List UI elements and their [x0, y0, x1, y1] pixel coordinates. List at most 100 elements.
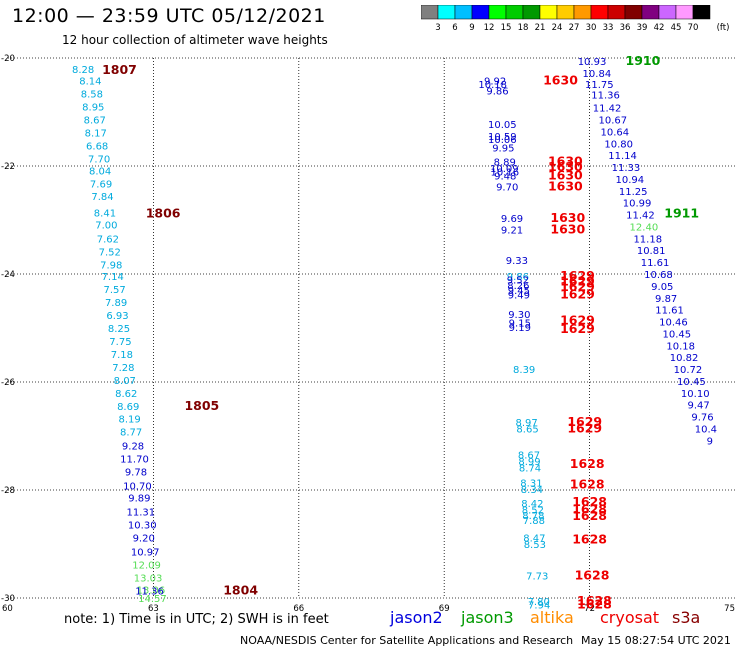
color-unit-label: (ft) — [717, 23, 730, 33]
wave-height-label: 10.45 — [663, 329, 692, 340]
wave-height-label: 8.17 — [85, 129, 107, 140]
wave-height-label: 11.14 — [608, 151, 637, 162]
x-tick-label: 69 — [439, 604, 450, 614]
wave-height-label: 12.40 — [630, 222, 659, 233]
wave-height-label: 8.04 — [89, 166, 111, 177]
wave-height-label: 9.45 — [508, 286, 530, 297]
y-tick-label: -24 — [1, 270, 15, 280]
x-tick-label: 60 — [2, 604, 13, 614]
generated-timestamp: May 15 08:27:54 UTC 2021 — [581, 634, 731, 647]
wave-height-label: 8.39 — [513, 365, 535, 376]
wave-height-label: 7.80 — [528, 597, 550, 608]
wave-height-label: 9.21 — [501, 226, 523, 237]
wave-height-label: 7.84 — [91, 192, 113, 203]
wave-height-label: 8.69 — [117, 402, 139, 413]
y-tick-label: -30 — [1, 594, 15, 604]
pass-time-label: 1628 — [570, 456, 605, 471]
wave-height-label: 9.87 — [655, 294, 677, 305]
pass-time-label: 1804 — [223, 582, 258, 597]
pass-time-label: 1628 — [572, 501, 607, 516]
wave-height-label: 9.78 — [125, 468, 147, 479]
pass-time-label: 1628 — [577, 593, 612, 608]
color-swatch — [692, 5, 711, 20]
chart-subtitle: 12 hour collection of altimeter wave hei… — [62, 33, 328, 47]
wave-height-label: 8.53 — [524, 540, 546, 551]
wave-height-label: 9.95 — [492, 144, 514, 155]
wave-height-label: 7.52 — [99, 247, 121, 258]
color-tick-label: 9 — [469, 23, 474, 33]
wave-height-label: 11.36 — [591, 91, 620, 102]
wave-height-label: 8.42 — [521, 499, 543, 510]
wave-height-label: 11.42 — [626, 211, 655, 222]
wave-height-label: 7.98 — [100, 260, 122, 271]
wave-height-label: 10.45 — [677, 377, 706, 388]
wave-height-label: 7.14 — [102, 272, 124, 283]
wave-height-label: 9.05 — [651, 282, 673, 293]
wave-height-label: 10.93 — [578, 57, 607, 68]
wave-height-label: 10.06 — [488, 135, 517, 146]
wave-height-label: 8.28 — [72, 65, 94, 76]
wave-height-label: 10.84 — [583, 69, 612, 80]
pass-time-label: 1628 — [572, 494, 607, 509]
legend-cryosat: cryosat — [600, 608, 660, 627]
pass-time-label: 1629 — [560, 268, 595, 283]
wave-height-label: 10.70 — [123, 482, 152, 493]
wave-height-label: 9.89 — [128, 494, 150, 505]
wave-height-label: 9.49 — [508, 291, 530, 302]
color-tick-label: 18 — [518, 23, 529, 33]
wave-height-label: 8.41 — [94, 208, 116, 219]
wave-height-label: 9.69 — [501, 214, 523, 225]
wave-height-label: 9.20 — [133, 534, 155, 545]
wave-height-label: 10.97 — [131, 548, 160, 559]
pass-time-label: 1630 — [548, 179, 583, 194]
color-tick-label: 33 — [603, 23, 614, 33]
color-scale-legend: 3 6 9 12 15 18 21 24 27 30 33 36 39 42 45 70 (ft) — [421, 5, 730, 33]
wave-height-label: 10.18 — [478, 80, 507, 91]
wave-height-label: 8.74 — [519, 463, 541, 474]
wave-height-label: 9.15 — [509, 319, 531, 330]
wave-height-label: 9.86 — [507, 272, 529, 283]
wave-height-label: 8.95 — [82, 103, 104, 114]
wave-height-label: 10.94 — [616, 175, 645, 186]
color-tick-label: 24 — [552, 23, 563, 33]
wave-height-label: 6.68 — [86, 141, 108, 152]
wave-height-label: 10.81 — [637, 246, 666, 257]
wave-height-label: 8.99 — [518, 457, 540, 468]
wave-height-label: 8.26 — [507, 281, 529, 292]
wave-height-label: 10.16 — [490, 167, 519, 178]
legend-altika: altika — [530, 608, 574, 627]
wave-height-label: 9.92 — [484, 77, 506, 88]
wave-height-label: 9.33 — [506, 256, 528, 267]
x-tick-label: 75 — [724, 604, 735, 614]
pass-time-label: 1629 — [567, 414, 602, 429]
wave-height-label: 10.46 — [659, 318, 688, 329]
wave-height-label: 7.88 — [523, 516, 545, 527]
y-tick-label: -28 — [1, 486, 15, 496]
wave-height-label: 10.59 — [488, 132, 517, 143]
wave-height-label: 11.75 — [585, 80, 614, 91]
wave-height-label: 13.03 — [134, 573, 163, 584]
pass-time-label: 1628 — [572, 508, 607, 523]
wave-height-label: 10.4 — [695, 424, 717, 435]
color-tick-label: 39 — [637, 23, 648, 33]
color-tick-label: 30 — [586, 23, 597, 33]
wave-height-label: 10.10 — [681, 389, 710, 400]
wave-height-label: 9.19 — [509, 323, 531, 334]
y-tick-label: -20 — [1, 54, 15, 64]
legend-jason3: jason3 — [461, 608, 514, 627]
legend-s3a: s3a — [672, 608, 701, 627]
pass-time-label: 1630 — [543, 73, 578, 88]
wave-height-label: 8.97 — [515, 418, 537, 429]
pass-time-label: 1628 — [570, 477, 605, 492]
x-tick-label: 72 — [584, 604, 595, 614]
wave-height-label: 14.57 — [138, 594, 167, 605]
wave-height-label: 10.72 — [674, 365, 703, 376]
wave-height-label: 7.69 — [90, 179, 112, 190]
wave-height-label: 8.07 — [114, 376, 136, 387]
wave-height-label: 11.33 — [612, 163, 641, 174]
wave-height-label: 8.62 — [115, 389, 137, 400]
wave-height-label: 9.76 — [691, 413, 713, 424]
wave-height-label: 8.31 — [520, 478, 542, 489]
wave-height-label: 7.75 — [109, 337, 131, 348]
